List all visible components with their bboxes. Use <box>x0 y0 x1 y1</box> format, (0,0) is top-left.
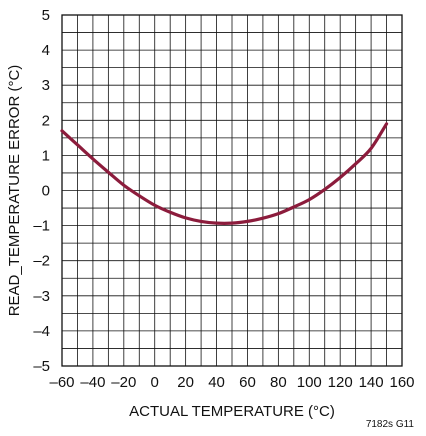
x-tick-label: 60 <box>239 374 256 391</box>
x-tick-label: –20 <box>111 374 136 391</box>
y-tick-label: 3 <box>42 77 50 94</box>
x-tick-label: 100 <box>297 374 322 391</box>
grid <box>61 14 403 367</box>
x-tick-label: 160 <box>389 374 414 391</box>
x-tick-label: 80 <box>270 374 287 391</box>
x-tick-label: 120 <box>328 374 353 391</box>
x-tick-label: –60 <box>49 374 74 391</box>
y-tick-label: 1 <box>42 147 50 164</box>
y-tick-label: 0 <box>42 183 50 200</box>
y-tick-label: –5 <box>33 358 50 375</box>
x-tick-label: 40 <box>208 374 225 391</box>
x-tick-labels: –60 –40 –20 0 20 40 60 80 100 120 140 160 <box>49 374 414 391</box>
x-tick-label: 20 <box>177 374 194 391</box>
x-axis-label: ACTUAL TEMPERATURE (°C) <box>129 403 335 420</box>
x-tick-label: 140 <box>359 374 384 391</box>
y-tick-label: 4 <box>42 42 50 59</box>
y-tick-label: –2 <box>33 253 50 270</box>
plot-frame <box>61 14 403 367</box>
y-tick-label: –3 <box>33 288 50 305</box>
y-tick-label: –4 <box>33 323 50 340</box>
figure-id-label: 7182s G11 <box>366 419 415 430</box>
y-tick-label: –1 <box>33 218 50 235</box>
y-tick-label: 5 <box>42 7 50 24</box>
series-layer <box>60 122 389 225</box>
x-tick-label: 0 <box>151 374 159 391</box>
y-tick-labels: –5 –4 –3 –2 –1 0 1 2 3 4 5 <box>33 7 50 375</box>
y-tick-label: 2 <box>42 112 50 129</box>
series-line <box>60 122 389 225</box>
x-tick-label: –40 <box>80 374 105 391</box>
y-axis-label: READ_TEMPERATURE ERROR (°C) <box>6 65 23 317</box>
